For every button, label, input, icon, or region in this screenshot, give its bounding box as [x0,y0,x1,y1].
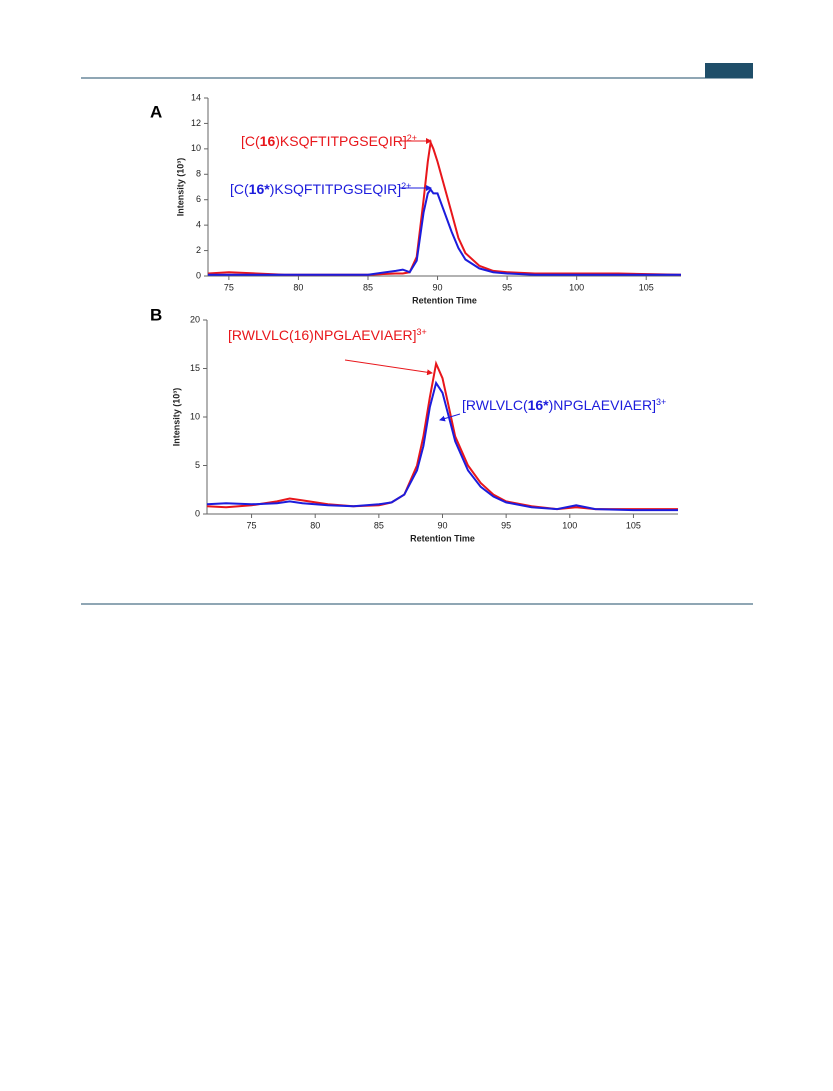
x-tick-label: 85 [363,282,373,292]
x-axis-label: Retention Time [412,295,477,305]
x-tick-label: 80 [293,282,303,292]
annotation-part: [RWLVLC(16)NPGLAEVIAER] [228,327,417,343]
x-tick-label: 75 [247,520,257,530]
annotation: [RWLVLC(16*)NPGLAEVIAER]3+ [462,397,666,413]
x-tick-label: 105 [639,282,654,292]
y-tick-label: 0 [195,508,200,518]
annotation-part: 16* [528,397,550,413]
x-tick-label: 105 [626,520,641,530]
annotation-part: )NPGLAEVIAER] [549,397,656,413]
annotation-part: 3+ [656,397,666,407]
annotation-part: [RWLVLC( [462,397,528,413]
annotation-part: [C( [241,133,260,149]
annotation: [C(16)KSQFTITPGSEQIR]2+ [241,133,417,149]
x-tick-label: 75 [224,282,234,292]
annotation-arrow [439,413,461,422]
x-tick-label: 100 [562,520,577,530]
y-tick-label: 8 [196,169,201,179]
panel-label: B [150,305,162,324]
annotation-part: 16* [249,181,271,197]
panel-label: A [150,102,162,121]
y-axis-label: Intensity (10³) [175,158,185,217]
annotation-part: 2+ [401,181,411,191]
y-tick-label: 14 [191,92,201,102]
x-tick-label: 95 [501,520,511,530]
annotation: [C(16*)KSQFTITPGSEQIR]2+ [230,181,411,197]
y-tick-label: 10 [191,143,201,153]
annotation-part: )KSQFTITPGSEQIR] [270,181,401,197]
y-tick-label: 5 [195,460,200,470]
annotation-arrow [344,359,433,376]
y-tick-label: 12 [191,118,201,128]
x-tick-label: 95 [502,282,512,292]
annotation-part: 2+ [407,133,417,143]
x-tick-label: 80 [310,520,320,530]
x-tick-label: 90 [433,282,443,292]
y-tick-label: 0 [196,270,201,280]
series-line [206,380,678,512]
annotation-part: )KSQFTITPGSEQIR] [275,133,406,149]
y-tick-label: 15 [190,363,200,373]
annotation: [RWLVLC(16)NPGLAEVIAER]3+ [228,327,427,343]
annotation-part: [C( [230,181,249,197]
y-tick-label: 2 [196,245,201,255]
x-axis-label: Retention Time [410,533,475,543]
x-tick-label: 90 [437,520,447,530]
y-tick-label: 10 [190,411,200,421]
annotation-part: 3+ [417,327,427,337]
y-tick-label: 6 [196,194,201,204]
header-tab [705,63,753,78]
y-axis-label: Intensity (10³) [171,388,181,447]
x-tick-label: 85 [374,520,384,530]
annotation-part: 16 [260,133,276,149]
y-tick-label: 4 [196,220,201,230]
x-tick-label: 100 [569,282,584,292]
y-tick-label: 20 [190,314,200,324]
